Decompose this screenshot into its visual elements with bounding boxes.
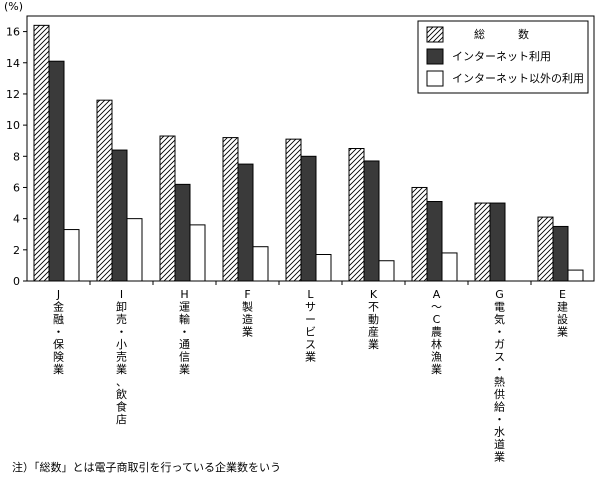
bar <box>378 260 395 282</box>
bar <box>567 269 584 282</box>
bar <box>33 24 50 282</box>
bar <box>96 99 113 282</box>
y-tick-label: 14 <box>6 57 20 70</box>
bar <box>315 254 332 282</box>
y-tick-label: 6 <box>13 181 20 194</box>
y-tick-label: 2 <box>13 244 20 257</box>
bar <box>237 163 254 282</box>
plot-area: (%) 0 2 4 6 8 10 12 14 16 J 金融・保険業 I 卸売・小売業、飲食店 H 運輸・通信… <box>4 0 595 464</box>
legend-label: インターネット利用 <box>452 50 551 63</box>
bar <box>552 225 569 282</box>
legend-swatch <box>426 70 444 87</box>
y-tick-label: 10 <box>6 119 20 132</box>
x-tick-label: K 不動産業 <box>368 288 379 351</box>
y-tick-label: 4 <box>13 213 20 226</box>
bar <box>300 155 317 282</box>
footnote: 注）「総数」とは電子商取引を行っている企業数をいう <box>12 461 281 474</box>
x-tick-label: E 建設業 <box>557 288 568 339</box>
bar <box>222 137 239 282</box>
legend-label: インターネット以外の利用 <box>452 72 584 85</box>
x-tick-label: F 製造業 <box>242 288 253 339</box>
bar <box>252 246 269 282</box>
legend-swatch <box>426 26 444 43</box>
bar <box>174 183 191 282</box>
bar <box>189 224 206 282</box>
bar <box>348 148 365 282</box>
legend-label: 総 数 <box>474 27 529 41</box>
bar <box>441 252 458 282</box>
x-tick-label: J 金融・保険業 <box>53 288 64 376</box>
x-tick-label: A 〜 C 農林漁業 <box>431 288 442 376</box>
x-tick-label: I 卸売・小売業、飲食店 <box>116 288 127 426</box>
bar <box>126 218 143 282</box>
x-tick-label: H 運輸・通信業 <box>179 288 190 376</box>
bar <box>363 160 380 282</box>
bar <box>411 186 428 282</box>
bar <box>159 135 176 282</box>
y-tick-label: 16 <box>6 26 20 39</box>
y-tick-label: 12 <box>6 88 20 101</box>
legend-swatch <box>426 48 444 65</box>
bar <box>111 149 128 282</box>
bar <box>48 60 65 282</box>
bar <box>285 138 302 282</box>
bar <box>489 202 506 282</box>
bar <box>537 216 554 282</box>
x-tick-label: G 電気・ガス・熱供給・水道業 <box>494 288 505 464</box>
y-unit-label: (%) <box>4 0 23 13</box>
bar <box>426 201 443 282</box>
x-tick-label: L サービス業 <box>305 288 316 364</box>
bar <box>63 229 80 282</box>
y-tick-label: 0 <box>13 275 20 288</box>
y-tick-label: 8 <box>13 150 20 163</box>
bar <box>474 202 491 282</box>
legend-box <box>417 20 589 94</box>
